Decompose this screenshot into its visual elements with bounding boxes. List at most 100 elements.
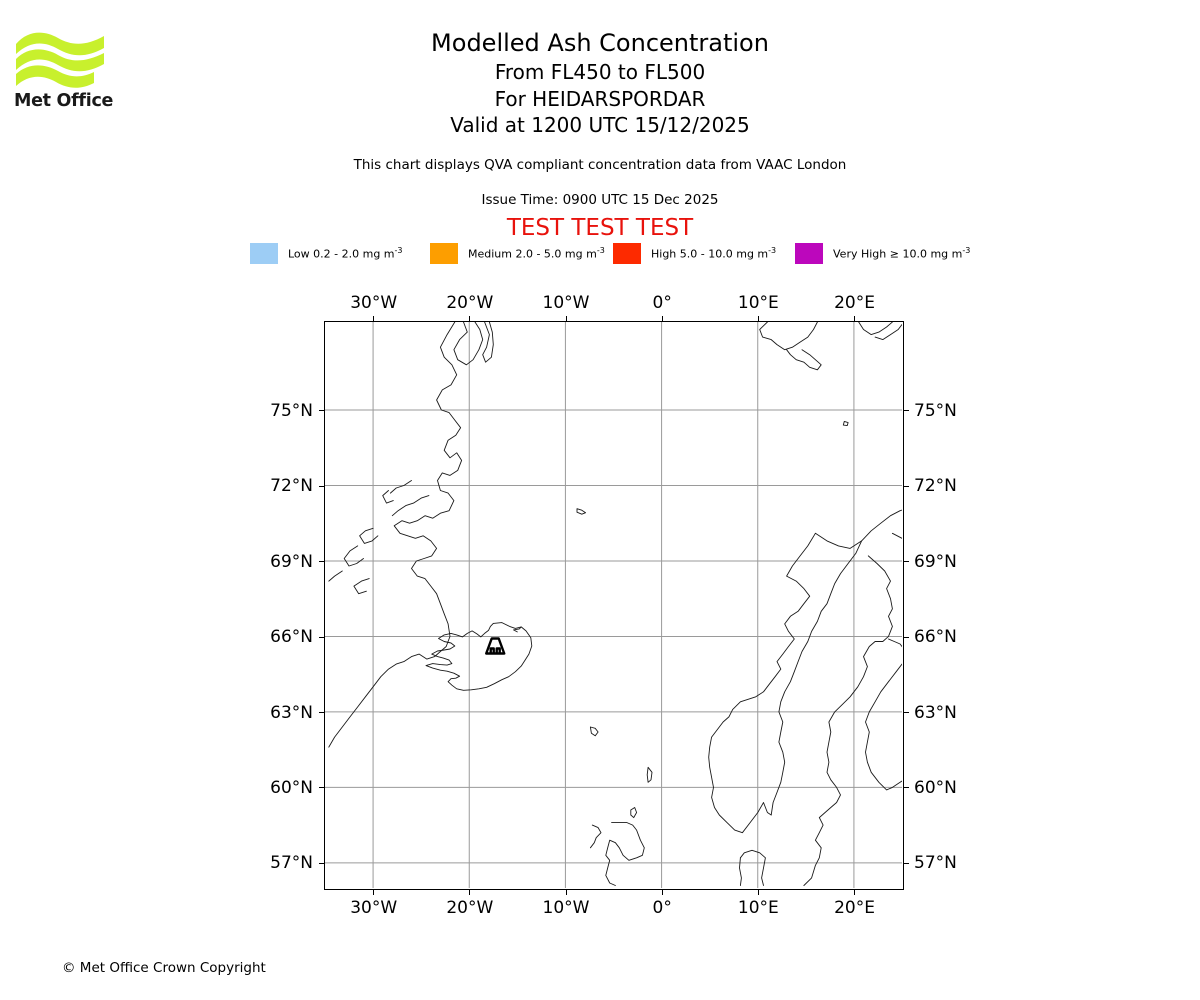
tick-mark [904, 485, 909, 487]
valid-time: Valid at 1200 UTC 15/12/2025 [450, 113, 750, 137]
tick-mark [319, 561, 324, 563]
tick-mark [757, 316, 759, 321]
lat-tick-right-60°N: 60°N [914, 777, 957, 798]
met-office-logo-text: Met Office [14, 91, 114, 111]
lon-tick-top-20°W: 20°W [446, 293, 494, 313]
page-title: Modelled Ash Concentration [431, 29, 769, 57]
lat-tick-right-63°N: 63°N [914, 702, 957, 723]
met-office-wave-icon [16, 32, 104, 88]
lat-tick-left-72°N: 72°N [270, 476, 313, 497]
coastline-path [770, 540, 863, 816]
coastline-path [576, 508, 587, 515]
tick-mark [854, 316, 856, 321]
lat-tick-right-69°N: 69°N [914, 551, 957, 572]
legend-item-high: High 5.0 - 10.0 mg m-3 [613, 241, 776, 265]
coastline-path [391, 495, 430, 517]
lon-tick-bottom-20°E: 20°E [834, 898, 875, 918]
qva-note: This chart displays QVA compliant concen… [353, 157, 847, 173]
lat-tick-right-66°N: 66°N [914, 627, 957, 648]
legend-label-low: Low 0.2 - 2.0 mg m-3 [288, 245, 403, 261]
coastline-path [389, 480, 412, 494]
coastline-path [605, 822, 645, 886]
test-banner: TEST TEST TEST [506, 215, 694, 241]
tick-mark [854, 890, 856, 895]
coastline-path [513, 626, 522, 633]
coastline-path [328, 322, 463, 748]
chart-title-block: Modelled Ash Concentration From FL450 to… [0, 28, 1200, 139]
tick-mark [469, 316, 471, 321]
concentration-legend: Low 0.2 - 2.0 mg m-3 Medium 2.0 - 5.0 mg … [250, 241, 990, 265]
coastline-path [343, 545, 364, 567]
coastline-path [359, 527, 379, 544]
legend-item-low: Low 0.2 - 2.0 mg m-3 [250, 241, 403, 265]
tick-mark [904, 712, 909, 713]
coastline-path [803, 555, 893, 886]
legend-label-very-high: Very High ≥ 10.0 mg m-3 [833, 245, 971, 261]
lon-tick-top-0°: 0° [652, 293, 672, 313]
coastline-path [382, 490, 394, 504]
coastline-path [589, 824, 602, 849]
tick-mark [661, 316, 663, 321]
tick-mark [661, 890, 663, 895]
copyright-notice: © Met Office Crown Copyright [62, 960, 266, 976]
legend-swatch-very-high [795, 242, 823, 264]
lon-tick-top-30°W: 30°W [350, 293, 398, 313]
lon-tick-bottom-10°E: 10°E [737, 898, 779, 918]
tick-mark [904, 862, 909, 864]
map-gridlines [325, 322, 902, 888]
lon-tick-bottom-0°: 0° [652, 898, 672, 918]
tick-mark [469, 890, 471, 895]
lon-tick-top-10°E: 10°E [737, 293, 779, 313]
coastline-path [874, 324, 902, 341]
coastline-path [328, 570, 343, 582]
lat-tick-left-63°N: 63°N [270, 702, 313, 723]
tick-mark [904, 636, 909, 638]
tick-mark [319, 787, 324, 789]
coastline-path [425, 622, 533, 691]
legend-swatch-low [250, 242, 278, 264]
map-frame [324, 321, 904, 890]
tick-mark [319, 410, 324, 412]
coastline-path [630, 807, 638, 819]
tick-mark [904, 561, 909, 563]
ash-concentration-map: 30°W 30°W 20°W 20°W 10°W 10°W 0° 0° 10°E 10°E 20°E… [270, 293, 957, 918]
tick-mark [904, 787, 909, 789]
volcano-icon [485, 637, 506, 655]
lon-tick-bottom-10°W: 10°W [542, 898, 590, 918]
legend-item-medium: Medium 2.0 - 5.0 mg m-3 [430, 241, 605, 265]
lat-tick-left-66°N: 66°N [270, 627, 313, 648]
legend-label-high: High 5.0 - 10.0 mg m-3 [651, 245, 777, 261]
lat-tick-left-60°N: 60°N [270, 777, 313, 798]
tick-mark [565, 890, 567, 895]
lat-tick-left-75°N: 75°N [270, 400, 313, 421]
tick-mark [565, 316, 567, 321]
lon-tick-bottom-30°W: 30°W [350, 898, 398, 918]
coastline-path [739, 849, 766, 886]
lat-tick-right-75°N: 75°N [914, 400, 957, 421]
coastline-path [739, 857, 742, 886]
coastline-path [646, 766, 653, 783]
coastline-path [865, 532, 902, 791]
legend-swatch-medium [430, 242, 458, 264]
volcano-marker-icon [485, 637, 506, 655]
lat-tick-right-72°N: 72°N [914, 476, 957, 497]
tick-mark [373, 890, 375, 895]
coastline-path [858, 322, 893, 336]
coastline-path [453, 322, 484, 366]
tick-mark [319, 712, 324, 713]
legend-item-very-high: Very High ≥ 10.0 mg m-3 [795, 241, 970, 265]
lon-tick-bottom-20°W: 20°W [446, 898, 494, 918]
coastline-path [842, 420, 849, 427]
coastline-layer [325, 322, 902, 888]
flight-level-range: From FL450 to FL500 [494, 60, 706, 84]
tick-mark [319, 636, 324, 638]
lon-tick-top-10°W: 10°W [542, 293, 590, 313]
coastline-path [786, 349, 822, 371]
tick-mark [319, 862, 324, 864]
map-coastlines [328, 322, 902, 886]
met-office-logo: Met Office [14, 28, 124, 111]
tick-mark [757, 890, 759, 895]
coastline-path [589, 726, 599, 737]
lat-tick-left-57°N: 57°N [270, 853, 313, 874]
issue-time: Issue Time: 0900 UTC 15 Dec 2025 [481, 192, 719, 208]
